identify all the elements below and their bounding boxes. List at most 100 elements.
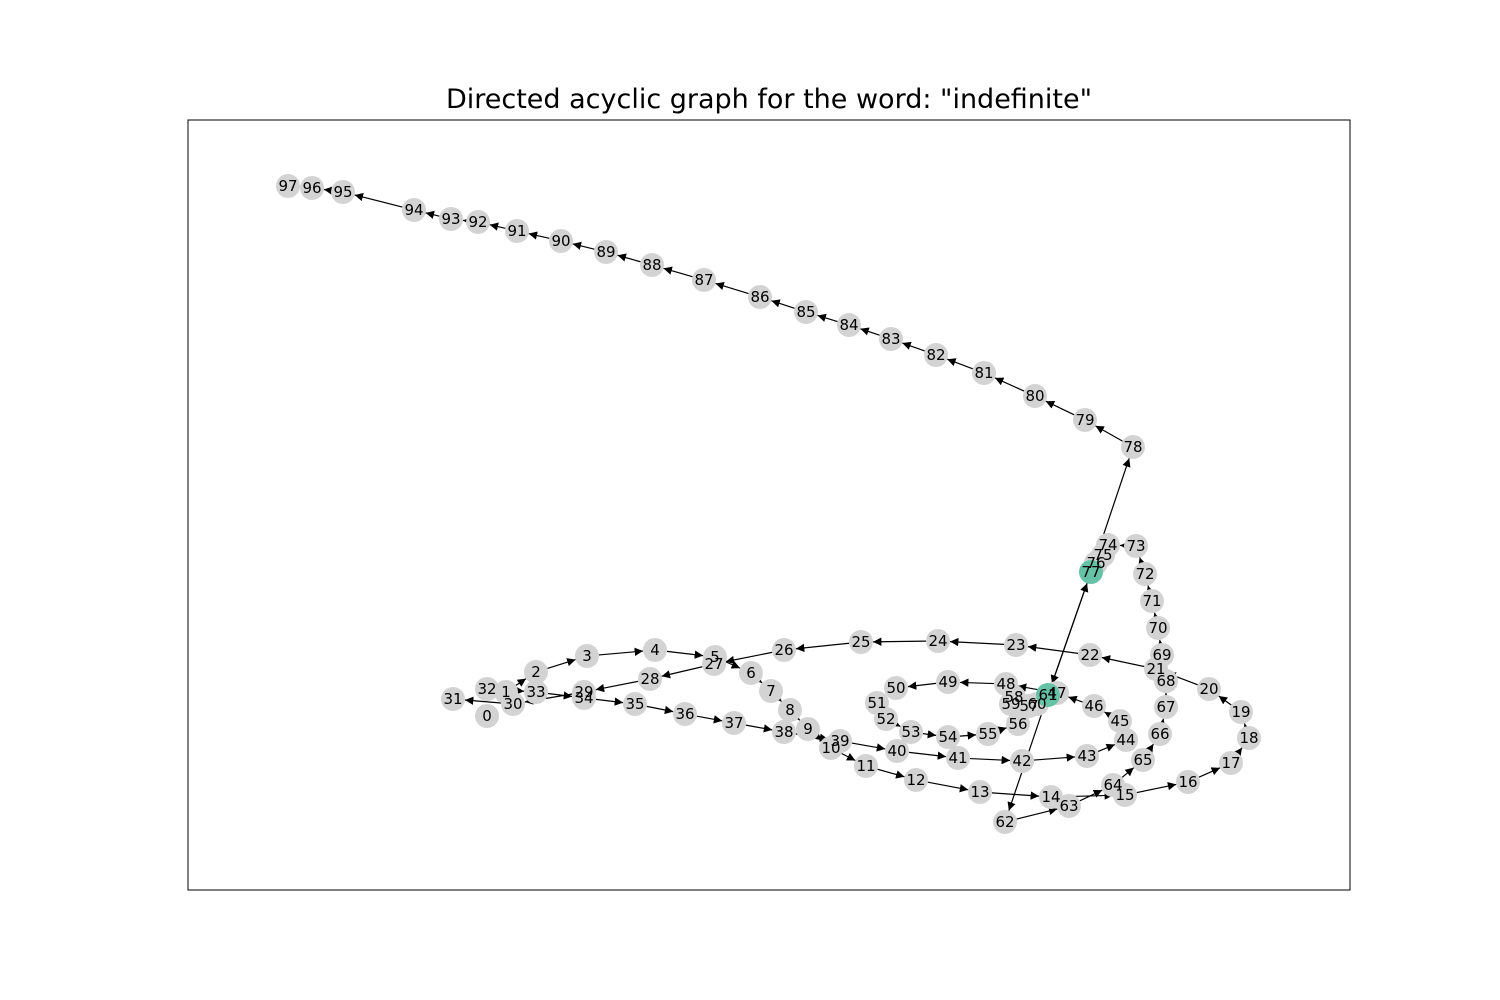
edge-80-81: [994, 377, 1025, 392]
node-31: [441, 687, 465, 711]
node-25: [849, 630, 873, 654]
node-label-36: 36: [675, 705, 694, 723]
edge-85-86: [771, 299, 795, 309]
node-label-53: 53: [901, 723, 920, 741]
edge-65-66: [1145, 743, 1154, 754]
node-34: [572, 686, 596, 710]
edge-3-4: [598, 647, 644, 656]
node-41: [946, 746, 970, 770]
edge-30-31: [464, 696, 502, 705]
node-label-89: 89: [596, 243, 615, 261]
edge-15-16: [1136, 782, 1177, 794]
edge-23-24: [949, 637, 1005, 647]
node-35: [623, 692, 647, 716]
node-label-52: 52: [876, 710, 895, 728]
node-label-68: 68: [1156, 672, 1175, 690]
node-38: [772, 720, 796, 744]
edge-48-49: [959, 678, 995, 687]
node-42: [1010, 749, 1034, 773]
edge-88-89: [617, 253, 641, 263]
node-22: [1078, 643, 1102, 667]
node-label-91: 91: [507, 222, 526, 240]
node-label-70: 70: [1148, 619, 1167, 637]
node-46: [1082, 694, 1106, 718]
edge-81-82: [947, 358, 973, 370]
edge-87-88: [663, 266, 693, 278]
edge-25-26: [795, 642, 850, 653]
node-73: [1124, 534, 1148, 558]
node-label-48: 48: [996, 675, 1015, 693]
edge-91-92: [489, 222, 506, 231]
node-label-7: 7: [766, 682, 776, 700]
node-24: [926, 629, 950, 653]
node-label-88: 88: [642, 256, 661, 274]
node-54: [936, 725, 960, 749]
node-label-34: 34: [574, 689, 593, 707]
edge-61-77: [1051, 583, 1089, 684]
edge-71-72: [1146, 585, 1155, 595]
node-77: [1079, 560, 1103, 584]
node-label-12: 12: [906, 771, 925, 789]
node-label-71: 71: [1142, 592, 1161, 610]
edge-33-34: [547, 691, 573, 700]
node-label-13: 13: [970, 783, 989, 801]
node-label-84: 84: [839, 316, 858, 334]
node-81: [972, 361, 996, 385]
edge-10-11: [841, 752, 856, 762]
node-label-28: 28: [640, 670, 659, 688]
edge-62-63: [1016, 806, 1058, 820]
node-label-76: 76: [1086, 554, 1105, 572]
node-84: [837, 313, 861, 337]
node-61: [1036, 683, 1060, 707]
node-23: [1004, 633, 1028, 657]
node-27: [702, 652, 726, 676]
node-label-24: 24: [928, 632, 947, 650]
node-69: [1150, 643, 1174, 667]
node-label-64: 64: [1103, 776, 1122, 794]
edge-7-8: [772, 692, 782, 702]
node-label-73: 73: [1126, 537, 1145, 555]
edge-90-91: [528, 231, 550, 240]
edge-1-2: [515, 678, 527, 687]
node-label-81: 81: [974, 364, 993, 382]
edge-78-79: [1095, 425, 1123, 442]
node-63: [1057, 794, 1081, 818]
node-label-30: 30: [503, 695, 522, 713]
node-56: [1006, 712, 1030, 736]
node-12: [904, 768, 928, 792]
node-label-78: 78: [1123, 438, 1142, 456]
edge-70-71: [1152, 612, 1161, 622]
node-label-33: 33: [526, 683, 545, 701]
node-label-8: 8: [785, 701, 795, 719]
edge-63-64: [1079, 789, 1103, 802]
node-label-90: 90: [551, 232, 570, 250]
node-83: [879, 327, 903, 351]
node-68: [1154, 669, 1178, 693]
node-label-79: 79: [1075, 411, 1094, 429]
node-label-40: 40: [887, 742, 906, 760]
edge-17-18: [1233, 747, 1243, 758]
edge-84-85: [817, 313, 838, 323]
node-label-25: 25: [851, 633, 870, 651]
edge-64-65: [1121, 767, 1135, 778]
node-label-32: 32: [477, 680, 496, 698]
graph-title: Directed acyclic graph for the word: "in…: [445, 84, 1093, 115]
edge-5-6: [725, 660, 741, 669]
node-label-26: 26: [774, 641, 793, 659]
node-92: [466, 210, 490, 234]
node-43: [1075, 744, 1099, 768]
edge-11-12: [877, 768, 905, 779]
node-label-51: 51: [867, 694, 886, 712]
node-label-39: 39: [830, 732, 849, 750]
node-label-3: 3: [582, 647, 592, 665]
edge-8-9: [790, 711, 801, 721]
node-label-1: 1: [501, 683, 511, 701]
node-label-45: 45: [1110, 712, 1129, 730]
edge-53-54: [922, 730, 937, 739]
node-3: [575, 644, 599, 668]
node-17: [1219, 751, 1243, 775]
node-65: [1131, 748, 1155, 772]
node-79: [1073, 408, 1097, 432]
edge-22-23: [1027, 643, 1079, 654]
edge-21-22: [1101, 655, 1145, 668]
